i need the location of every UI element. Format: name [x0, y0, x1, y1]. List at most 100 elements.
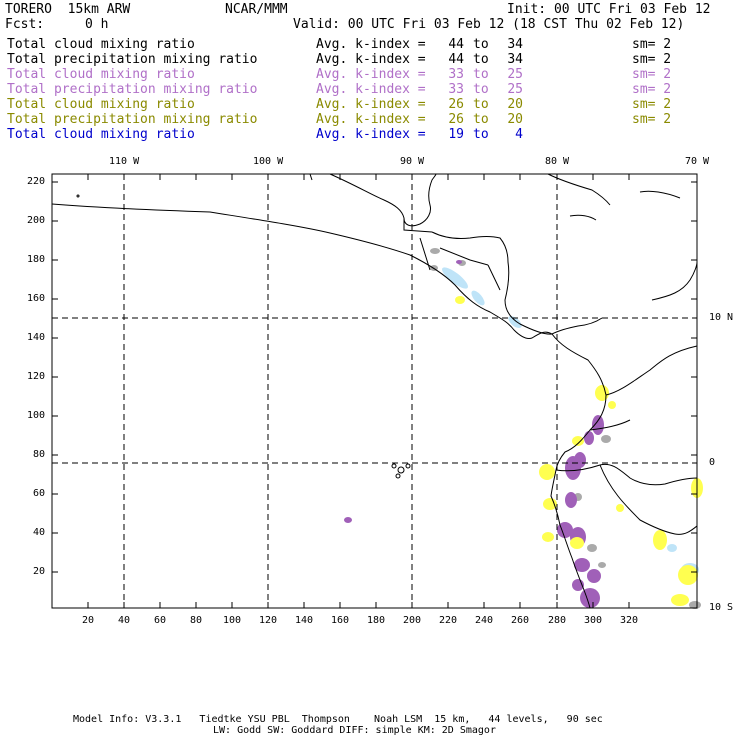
y-tick-label: 40	[32, 527, 45, 538]
lightblue-cell	[471, 290, 485, 306]
yellow-cell	[671, 594, 689, 606]
legend-hi: 25	[507, 82, 523, 97]
legend-field: Total precipitation mixing ratio	[7, 82, 258, 97]
galapagos-island	[395, 473, 401, 479]
yellow-cell	[616, 504, 624, 512]
coastlines	[51, 173, 698, 609]
legend-to: to	[473, 127, 489, 142]
cuba-coast	[547, 173, 611, 206]
gray-cell	[430, 248, 440, 254]
forecast-label: Fcst:	[5, 17, 45, 32]
y-tick-label: 220	[26, 176, 45, 187]
legend-kidx: Avg. k-index =	[316, 97, 426, 112]
x-tick-label: 240	[474, 615, 494, 626]
gray-cell	[598, 562, 606, 568]
longitude-label: 110 W	[109, 156, 140, 167]
purple-cell	[344, 517, 352, 523]
model-info-line2: LW: Godd SW: Goddard DIFF: simple KM: 2D…	[213, 725, 496, 736]
forecast-hour: 0 h	[85, 17, 109, 32]
yellow-cell	[455, 296, 465, 304]
x-tick-label: 300	[583, 615, 603, 626]
country-border	[589, 345, 698, 431]
legend-field: Total cloud mixing ratio	[7, 37, 195, 52]
legend-to: to	[473, 52, 489, 67]
legend-sm: sm= 2	[632, 52, 672, 67]
init-time: Init: 00 UTC Fri 03 Feb 12	[507, 2, 711, 17]
legend-lo: 44	[448, 52, 464, 67]
longitude-label: 100 W	[253, 156, 284, 167]
purple-cell	[592, 415, 604, 435]
x-tick-label: 20	[81, 615, 95, 626]
x-tick-label: 60	[153, 615, 167, 626]
yellow-cell	[572, 436, 584, 446]
x-tick-label: 180	[366, 615, 386, 626]
x-tick-label: 280	[547, 615, 567, 626]
longitude-label: 70 W	[684, 156, 710, 167]
legend-lo: 33	[448, 82, 464, 97]
x-tick-label: 100	[222, 615, 242, 626]
country-border	[555, 463, 698, 486]
legend-kidx: Avg. k-index =	[316, 112, 426, 127]
legend-hi: 20	[507, 97, 523, 112]
legend-kidx: Avg. k-index =	[316, 82, 426, 97]
galapagos-island	[397, 466, 405, 474]
lightblue-cell	[667, 544, 677, 552]
legend-to: to	[473, 97, 489, 112]
legend-lo: 19	[448, 127, 464, 142]
legend-hi: 4	[515, 127, 523, 142]
legend-to: to	[473, 112, 489, 127]
legend-sm: sm= 2	[632, 97, 672, 112]
x-tick-label: 200	[402, 615, 422, 626]
legend-hi: 25	[507, 67, 523, 82]
legend-kidx: Avg. k-index =	[316, 67, 426, 82]
longitude-label: 80 W	[544, 156, 570, 167]
mixing-ratio-fields	[344, 248, 703, 609]
purple-cell	[584, 431, 594, 445]
legend-kidx: Avg. k-index =	[316, 37, 426, 52]
caribbean-coastline	[431, 231, 603, 335]
purple-cell	[557, 522, 573, 538]
valid-time: Valid: 00 UTC Fri 03 Feb 12 (18 CST Thu …	[293, 17, 685, 32]
y-tick-label: 160	[26, 293, 45, 304]
legend-hi: 20	[507, 112, 523, 127]
legend-field: Total cloud mixing ratio	[7, 97, 195, 112]
x-tick-label: 320	[619, 615, 639, 626]
y-tick-label: 140	[26, 332, 45, 343]
lightblue-cell	[442, 267, 468, 289]
x-tick-label: 260	[510, 615, 530, 626]
yellow-cell	[542, 532, 554, 542]
purple-cell	[580, 588, 600, 608]
legend-field: Total cloud mixing ratio	[7, 67, 195, 82]
x-tick-label: 220	[438, 615, 458, 626]
yellow-cell	[595, 385, 609, 401]
legend-lo: 26	[448, 97, 464, 112]
purple-cell	[587, 569, 601, 583]
model-name: TORERO 15km ARW	[5, 2, 131, 17]
x-tick-label: 160	[330, 615, 350, 626]
yellow-cell	[570, 537, 584, 549]
x-tick-label: 120	[258, 615, 278, 626]
yellow-cell	[678, 565, 698, 585]
latitude-label: 10 S	[709, 602, 734, 613]
legend-field: Total precipitation mixing ratio	[7, 52, 258, 67]
yellow-cell	[608, 401, 616, 409]
model-info-line1: Model Info: V3.3.1 Tiedtke YSU PBL Thomp…	[73, 714, 603, 725]
legend-kidx: Avg. k-index =	[316, 52, 426, 67]
y-tick-label: 180	[26, 254, 45, 265]
island	[76, 194, 80, 198]
x-tick-label: 140	[294, 615, 314, 626]
axis-ticks	[52, 174, 697, 608]
purple-cell	[456, 260, 462, 264]
x-tick-label: 40	[117, 615, 131, 626]
yellow-cell	[653, 530, 667, 550]
legend-to: to	[473, 82, 489, 97]
legend-to: to	[473, 67, 489, 82]
x-tick-label: 80	[189, 615, 203, 626]
y-tick-label: 60	[32, 488, 45, 499]
latitude-label: 0	[709, 457, 716, 468]
legend-hi: 34	[507, 37, 523, 52]
country-border	[599, 464, 698, 535]
y-tick-label: 100	[26, 410, 45, 421]
y-tick-label: 80	[32, 449, 45, 460]
